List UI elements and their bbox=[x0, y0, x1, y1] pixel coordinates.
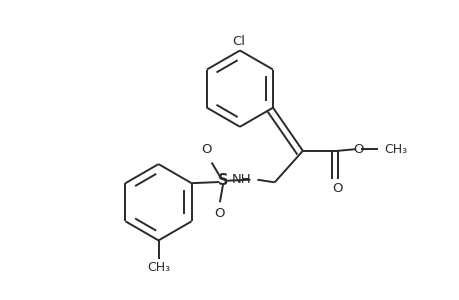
Text: O: O bbox=[352, 143, 363, 156]
Text: S: S bbox=[218, 173, 228, 188]
Text: O: O bbox=[201, 143, 212, 157]
Text: O: O bbox=[332, 182, 342, 195]
Text: CH₃: CH₃ bbox=[146, 261, 170, 274]
Text: Cl: Cl bbox=[231, 35, 244, 48]
Text: NH: NH bbox=[231, 173, 251, 186]
Text: O: O bbox=[214, 207, 224, 220]
Text: CH₃: CH₃ bbox=[384, 143, 407, 156]
